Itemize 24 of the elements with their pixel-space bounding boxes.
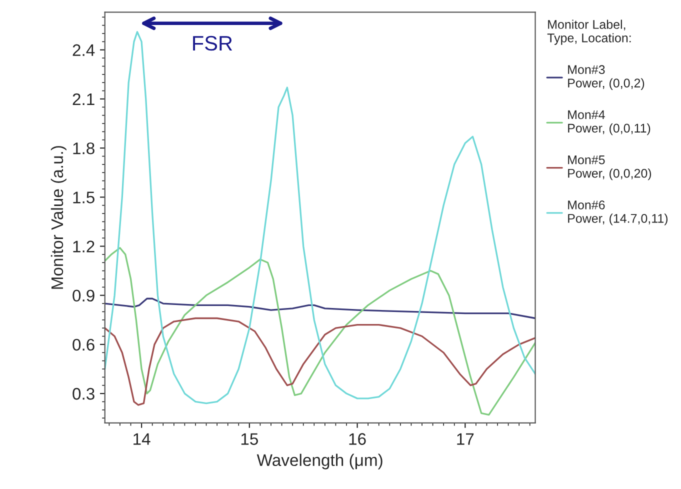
- legend-label: Mon#3 Power, (0,0,2): [568, 65, 644, 90]
- x-tick-label: 16: [349, 433, 366, 445]
- x-tick-label: 15: [241, 433, 258, 445]
- line-series: [104, 317, 536, 406]
- y-tick-label: 1.2: [73, 240, 94, 252]
- y-tick-label: 2.4: [72, 44, 95, 56]
- legend-title: Monitor Label, Type, Location:: [547, 20, 631, 45]
- x-tick-label: 14: [134, 433, 150, 445]
- legend-label: Mon#4 Power, (0,0,11): [568, 110, 650, 136]
- y-tick-label: 0.3: [72, 388, 94, 400]
- y-tick-label: 0.6: [72, 338, 94, 351]
- line-series: [104, 247, 536, 416]
- x-tick-label: 17: [457, 433, 474, 445]
- y-tick-label: 0.9: [72, 290, 94, 302]
- legend-label: Mon#6 Power, (14.7,0,11): [568, 200, 668, 226]
- y-tick-label: 1.8: [73, 142, 94, 154]
- line-series: [104, 298, 536, 320]
- x-axis-title: Wavelength (μm): [256, 454, 382, 470]
- legend-label: Mon#5 Power, (0,0,20): [568, 156, 652, 180]
- y-axis-title: Monitor Value (a.u.): [50, 146, 66, 289]
- y-tick-label: 2.1: [72, 93, 94, 105]
- annotation: FSR: [193, 36, 232, 51]
- y-tick-label: 1.5: [73, 192, 94, 204]
- line-series: [104, 31, 536, 404]
